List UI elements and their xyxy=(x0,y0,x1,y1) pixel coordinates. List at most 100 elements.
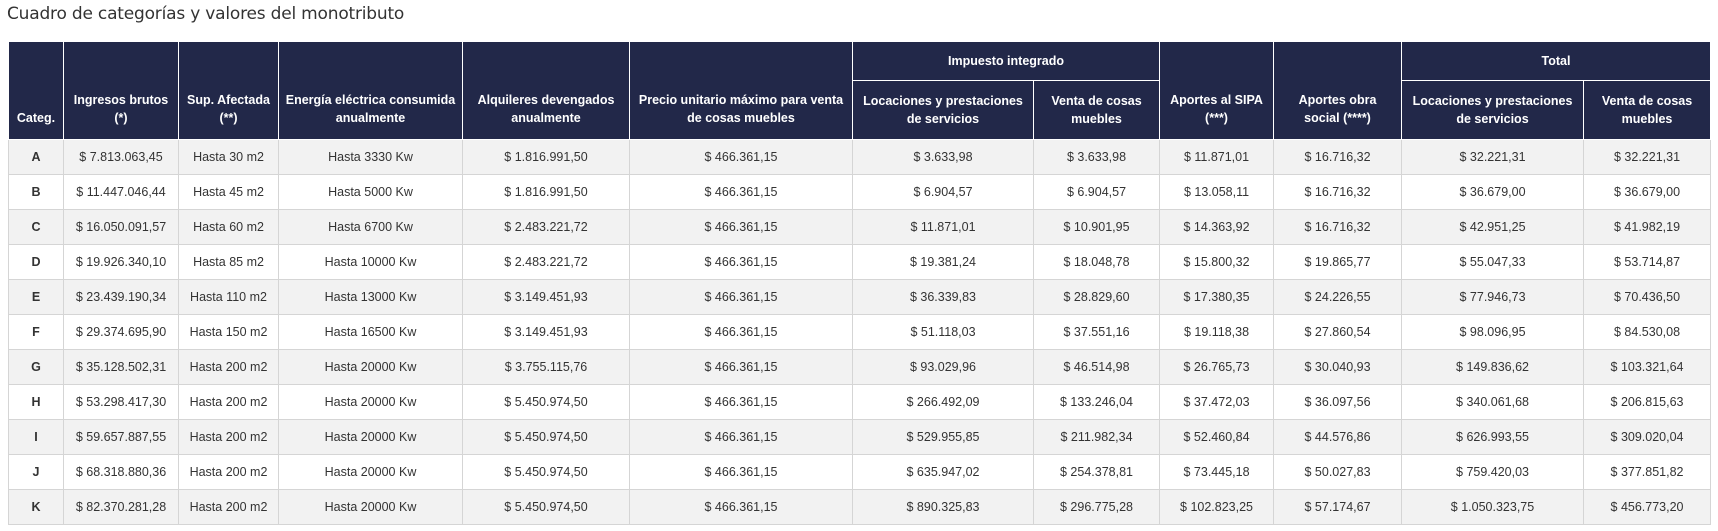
cell-categ: C xyxy=(8,209,64,245)
cell-impuesto-muebles: $ 28.829,60 xyxy=(1032,279,1161,315)
cell-sipa: $ 19.118,38 xyxy=(1159,314,1275,350)
cell-energia: Hasta 13000 Kw xyxy=(278,279,463,315)
table-row: I $ 59.657.887,55 Hasta 200 m2 Hasta 200… xyxy=(8,419,1712,455)
cell-total-servicios: $ 340.061,68 xyxy=(1401,384,1585,420)
cell-ingresos: $ 82.370.281,28 xyxy=(63,489,179,525)
header-categ: Categ. xyxy=(8,41,64,140)
cell-precio: $ 466.361,15 xyxy=(629,419,853,455)
cell-total-servicios: $ 626.993,55 xyxy=(1401,419,1585,455)
cell-energia: Hasta 20000 Kw xyxy=(278,454,463,490)
cell-impuesto-muebles: $ 46.514,98 xyxy=(1032,349,1161,385)
cell-categ: I xyxy=(8,419,64,455)
header-total-servicios: Locaciones y prestaciones de servicios xyxy=(1401,80,1585,140)
cell-ingresos: $ 53.298.417,30 xyxy=(63,384,179,420)
cell-superficie: Hasta 110 m2 xyxy=(178,279,279,315)
cell-impuesto-muebles: $ 18.048,78 xyxy=(1032,244,1161,280)
cell-categ: K xyxy=(8,489,64,525)
cell-ingresos: $ 19.926.340,10 xyxy=(63,244,179,280)
header-total: Total xyxy=(1401,41,1712,81)
cell-precio: $ 466.361,15 xyxy=(629,454,853,490)
cell-impuesto-servicios: $ 6.904,57 xyxy=(852,174,1034,210)
cell-energia: Hasta 20000 Kw xyxy=(278,349,463,385)
cell-obra-social: $ 44.576,86 xyxy=(1273,419,1403,455)
table-body: A $ 7.813.063,45 Hasta 30 m2 Hasta 3330 … xyxy=(8,139,1712,525)
cell-total-servicios: $ 42.951,25 xyxy=(1401,209,1585,245)
cell-energia: Hasta 20000 Kw xyxy=(278,384,463,420)
cell-precio: $ 466.361,15 xyxy=(629,489,853,525)
cell-precio: $ 466.361,15 xyxy=(629,174,853,210)
header-row-groups: Categ. Ingresos brutos (*) Sup. Afectada… xyxy=(8,41,1712,140)
cell-impuesto-servicios: $ 635.947,02 xyxy=(852,454,1034,490)
cell-impuesto-servicios: $ 11.871,01 xyxy=(852,209,1034,245)
header-superficie: Sup. Afectada (**) xyxy=(178,41,279,140)
cell-total-servicios: $ 98.096,95 xyxy=(1401,314,1585,350)
cell-alquileres: $ 3.149.451,93 xyxy=(462,279,630,315)
header-precio: Precio unitario máximo para venta de cos… xyxy=(629,41,853,140)
cell-impuesto-muebles: $ 133.246,04 xyxy=(1032,384,1161,420)
header-energia: Energía eléctrica consumida anualmente xyxy=(278,41,463,140)
cell-total-servicios: $ 1.050.323,75 xyxy=(1401,489,1585,525)
cell-sipa: $ 26.765,73 xyxy=(1159,349,1275,385)
cell-total-muebles: $ 32.221,31 xyxy=(1583,139,1712,175)
cell-categ: G xyxy=(8,349,64,385)
monotributo-table: Categ. Ingresos brutos (*) Sup. Afectada… xyxy=(8,41,1712,525)
cell-ingresos: $ 16.050.091,57 xyxy=(63,209,179,245)
header-ingresos: Ingresos brutos (*) xyxy=(63,41,179,140)
cell-obra-social: $ 16.716,32 xyxy=(1273,174,1403,210)
cell-sipa: $ 15.800,32 xyxy=(1159,244,1275,280)
cell-superficie: Hasta 200 m2 xyxy=(178,384,279,420)
cell-alquileres: $ 1.816.991,50 xyxy=(462,174,630,210)
table-row: A $ 7.813.063,45 Hasta 30 m2 Hasta 3330 … xyxy=(8,139,1712,175)
table-row: F $ 29.374.695,90 Hasta 150 m2 Hasta 165… xyxy=(8,314,1712,350)
cell-impuesto-muebles: $ 296.775,28 xyxy=(1032,489,1161,525)
cell-total-servicios: $ 149.836,62 xyxy=(1401,349,1585,385)
cell-sipa: $ 14.363,92 xyxy=(1159,209,1275,245)
cell-categ: J xyxy=(8,454,64,490)
cell-superficie: Hasta 45 m2 xyxy=(178,174,279,210)
cell-impuesto-servicios: $ 51.118,03 xyxy=(852,314,1034,350)
cell-total-muebles: $ 53.714,87 xyxy=(1583,244,1712,280)
cell-total-servicios: $ 55.047,33 xyxy=(1401,244,1585,280)
cell-total-muebles: $ 103.321,64 xyxy=(1583,349,1712,385)
table-row: C $ 16.050.091,57 Hasta 60 m2 Hasta 6700… xyxy=(8,209,1712,245)
cell-impuesto-muebles: $ 3.633,98 xyxy=(1032,139,1161,175)
cell-alquileres: $ 2.483.221,72 xyxy=(462,244,630,280)
cell-obra-social: $ 30.040,93 xyxy=(1273,349,1403,385)
cell-impuesto-servicios: $ 266.492,09 xyxy=(852,384,1034,420)
cell-superficie: Hasta 60 m2 xyxy=(178,209,279,245)
cell-obra-social: $ 16.716,32 xyxy=(1273,209,1403,245)
cell-ingresos: $ 68.318.880,36 xyxy=(63,454,179,490)
header-total-muebles: Venta de cosas muebles xyxy=(1583,80,1712,140)
table-row: B $ 11.447.046,44 Hasta 45 m2 Hasta 5000… xyxy=(8,174,1712,210)
cell-ingresos: $ 35.128.502,31 xyxy=(63,349,179,385)
cell-superficie: Hasta 200 m2 xyxy=(178,454,279,490)
table-row: G $ 35.128.502,31 Hasta 200 m2 Hasta 200… xyxy=(8,349,1712,385)
cell-alquileres: $ 3.755.115,76 xyxy=(462,349,630,385)
cell-obra-social: $ 57.174,67 xyxy=(1273,489,1403,525)
cell-precio: $ 466.361,15 xyxy=(629,209,853,245)
cell-sipa: $ 102.823,25 xyxy=(1159,489,1275,525)
cell-total-servicios: $ 77.946,73 xyxy=(1401,279,1585,315)
cell-categ: D xyxy=(8,244,64,280)
cell-categ: B xyxy=(8,174,64,210)
cell-total-muebles: $ 36.679,00 xyxy=(1583,174,1712,210)
cell-superficie: Hasta 30 m2 xyxy=(178,139,279,175)
cell-precio: $ 466.361,15 xyxy=(629,139,853,175)
cell-alquileres: $ 2.483.221,72 xyxy=(462,209,630,245)
header-sipa: Aportes al SIPA (***) xyxy=(1159,41,1275,140)
cell-impuesto-servicios: $ 19.381,24 xyxy=(852,244,1034,280)
cell-categ: E xyxy=(8,279,64,315)
cell-energia: Hasta 3330 Kw xyxy=(278,139,463,175)
cell-superficie: Hasta 200 m2 xyxy=(178,349,279,385)
header-impuesto-muebles: Venta de cosas muebles xyxy=(1032,80,1161,140)
cell-obra-social: $ 24.226,55 xyxy=(1273,279,1403,315)
cell-superficie: Hasta 200 m2 xyxy=(178,419,279,455)
table-row: J $ 68.318.880,36 Hasta 200 m2 Hasta 200… xyxy=(8,454,1712,490)
cell-ingresos: $ 29.374.695,90 xyxy=(63,314,179,350)
cell-impuesto-servicios: $ 93.029,96 xyxy=(852,349,1034,385)
page-title: Cuadro de categorías y valores del monot… xyxy=(7,4,405,24)
cell-impuesto-muebles: $ 6.904,57 xyxy=(1032,174,1161,210)
cell-total-muebles: $ 377.851,82 xyxy=(1583,454,1712,490)
header-row-sub: Locaciones y prestaciones de servicios V… xyxy=(9,80,1712,140)
